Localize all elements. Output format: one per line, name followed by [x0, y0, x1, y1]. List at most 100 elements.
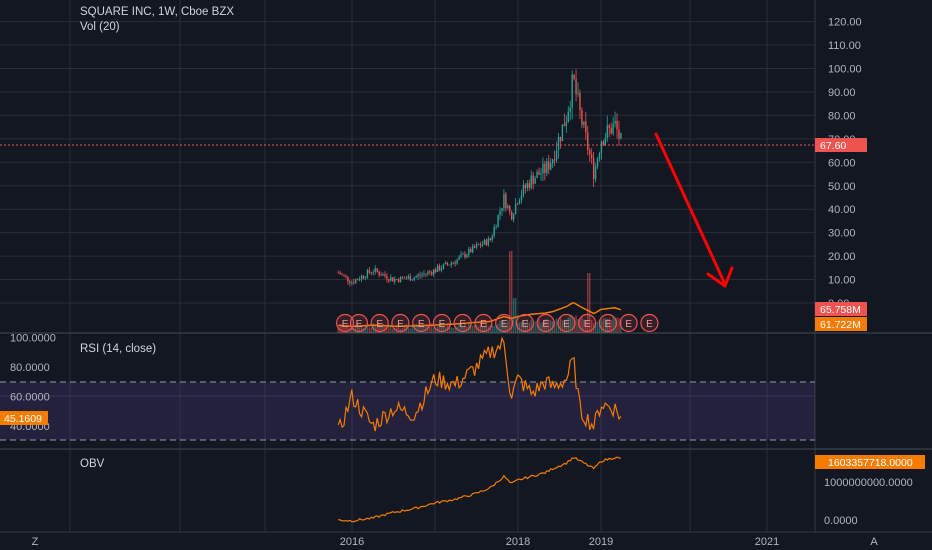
candle-body[interactable]	[592, 158, 595, 180]
candle-body[interactable]	[419, 274, 421, 276]
earnings-marker[interactable]: E	[474, 313, 493, 333]
candle-body[interactable]	[495, 226, 497, 228]
candle-body[interactable]	[358, 279, 361, 281]
candle-body[interactable]	[394, 279, 396, 282]
candle-body[interactable]	[390, 277, 392, 281]
price-tick-label[interactable]: 10.00	[828, 275, 856, 287]
candle-body[interactable]	[483, 239, 486, 245]
volume-legend[interactable]: Vol (20)	[80, 21, 120, 33]
candle-body[interactable]	[511, 211, 513, 220]
candle-body[interactable]	[380, 275, 382, 276]
candle-body[interactable]	[610, 127, 612, 134]
candle-body[interactable]	[470, 248, 472, 253]
candle-body[interactable]	[413, 277, 415, 280]
candle-body[interactable]	[429, 271, 431, 273]
candle-body[interactable]	[427, 271, 429, 274]
earnings-marker[interactable]: E	[495, 313, 514, 333]
candle-body[interactable]	[392, 277, 394, 282]
candle-body[interactable]	[405, 278, 408, 280]
candle-body[interactable]	[401, 276, 404, 278]
candle-body[interactable]	[356, 279, 359, 281]
candle-body[interactable]	[555, 150, 558, 161]
earnings-marker[interactable]: E	[640, 313, 659, 333]
price-tick-label[interactable]: 20.00	[828, 251, 856, 263]
candle-body[interactable]	[512, 214, 515, 220]
candle-body[interactable]	[355, 279, 357, 284]
candle-body[interactable]	[487, 238, 490, 246]
candle-body[interactable]	[372, 272, 374, 273]
candle-body[interactable]	[431, 271, 433, 275]
candle-body[interactable]	[345, 275, 347, 277]
candle-body[interactable]	[526, 183, 529, 188]
price-tick-label[interactable]: 40.00	[828, 204, 856, 216]
candle-body[interactable]	[415, 276, 417, 278]
earnings-marker[interactable]: E	[536, 313, 555, 333]
candle-body[interactable]	[417, 274, 419, 277]
candle-body[interactable]	[468, 248, 470, 255]
obv-tick-label[interactable]: 1000000000.0000	[824, 477, 913, 489]
candle-body[interactable]	[596, 159, 599, 167]
candle-body[interactable]	[551, 159, 554, 164]
rsi-legend[interactable]: RSI (14, close)	[80, 343, 156, 355]
earnings-marker[interactable]: E	[335, 313, 355, 333]
candle-body[interactable]	[536, 171, 538, 179]
candle-body[interactable]	[458, 256, 460, 260]
candle-body[interactable]	[399, 276, 402, 283]
candle-body[interactable]	[505, 193, 507, 208]
candle-body[interactable]	[395, 279, 398, 280]
earnings-marker[interactable]: E	[557, 313, 576, 333]
price-tick-label[interactable]: 110.00	[828, 40, 861, 52]
candle-body[interactable]	[585, 121, 587, 133]
candle-body[interactable]	[475, 244, 478, 248]
candle-body[interactable]	[456, 259, 458, 264]
candle-body[interactable]	[514, 203, 517, 215]
candle-body[interactable]	[434, 269, 437, 272]
candle-body[interactable]	[440, 268, 443, 271]
candle-body[interactable]	[524, 184, 527, 188]
candle-body[interactable]	[376, 268, 378, 272]
candle-body[interactable]	[590, 154, 593, 159]
candle-body[interactable]	[423, 273, 425, 275]
candle-body[interactable]	[550, 163, 552, 170]
candle-body[interactable]	[460, 254, 462, 257]
candle-body[interactable]	[618, 129, 620, 139]
price-tick-label[interactable]: 120.00	[828, 17, 862, 29]
candle-body[interactable]	[444, 262, 447, 265]
candle-body[interactable]	[528, 183, 530, 188]
candle-body[interactable]	[544, 163, 546, 174]
candle-body[interactable]	[464, 253, 466, 258]
candle-body[interactable]	[388, 279, 390, 281]
zoom-button[interactable]: Z	[32, 536, 39, 548]
candle-body[interactable]	[479, 244, 482, 246]
candle-body[interactable]	[477, 244, 480, 246]
candle-body[interactable]	[374, 268, 376, 273]
candle-body[interactable]	[507, 205, 509, 208]
candle-body[interactable]	[606, 125, 608, 138]
earnings-marker[interactable]: E	[453, 313, 472, 333]
candle-body[interactable]	[561, 124, 564, 142]
candle-body[interactable]	[421, 274, 423, 276]
candle-body[interactable]	[516, 203, 519, 205]
earnings-marker[interactable]: E	[598, 313, 618, 333]
price-tick-label[interactable]: 100.00	[828, 64, 862, 76]
candle-body[interactable]	[370, 272, 373, 274]
candle-body[interactable]	[454, 262, 456, 264]
candle-body[interactable]	[579, 92, 581, 111]
candle-body[interactable]	[581, 110, 583, 125]
time-tick-label[interactable]: 2016	[340, 536, 364, 548]
candle-body[interactable]	[571, 74, 573, 108]
candle-body[interactable]	[341, 274, 343, 276]
price-tick-label[interactable]: 50.00	[828, 181, 856, 193]
time-tick-label[interactable]: 2018	[506, 536, 530, 548]
candle-body[interactable]	[499, 210, 501, 215]
candle-body[interactable]	[614, 120, 616, 124]
earnings-marker[interactable]: E	[370, 313, 389, 333]
obv-legend[interactable]: OBV	[80, 458, 105, 470]
candle-body[interactable]	[339, 272, 341, 275]
earnings-marker[interactable]: E	[619, 313, 638, 333]
candle-body[interactable]	[351, 282, 353, 284]
earnings-marker[interactable]: E	[578, 313, 597, 333]
candle-body[interactable]	[538, 171, 540, 175]
candle-body[interactable]	[522, 184, 525, 196]
